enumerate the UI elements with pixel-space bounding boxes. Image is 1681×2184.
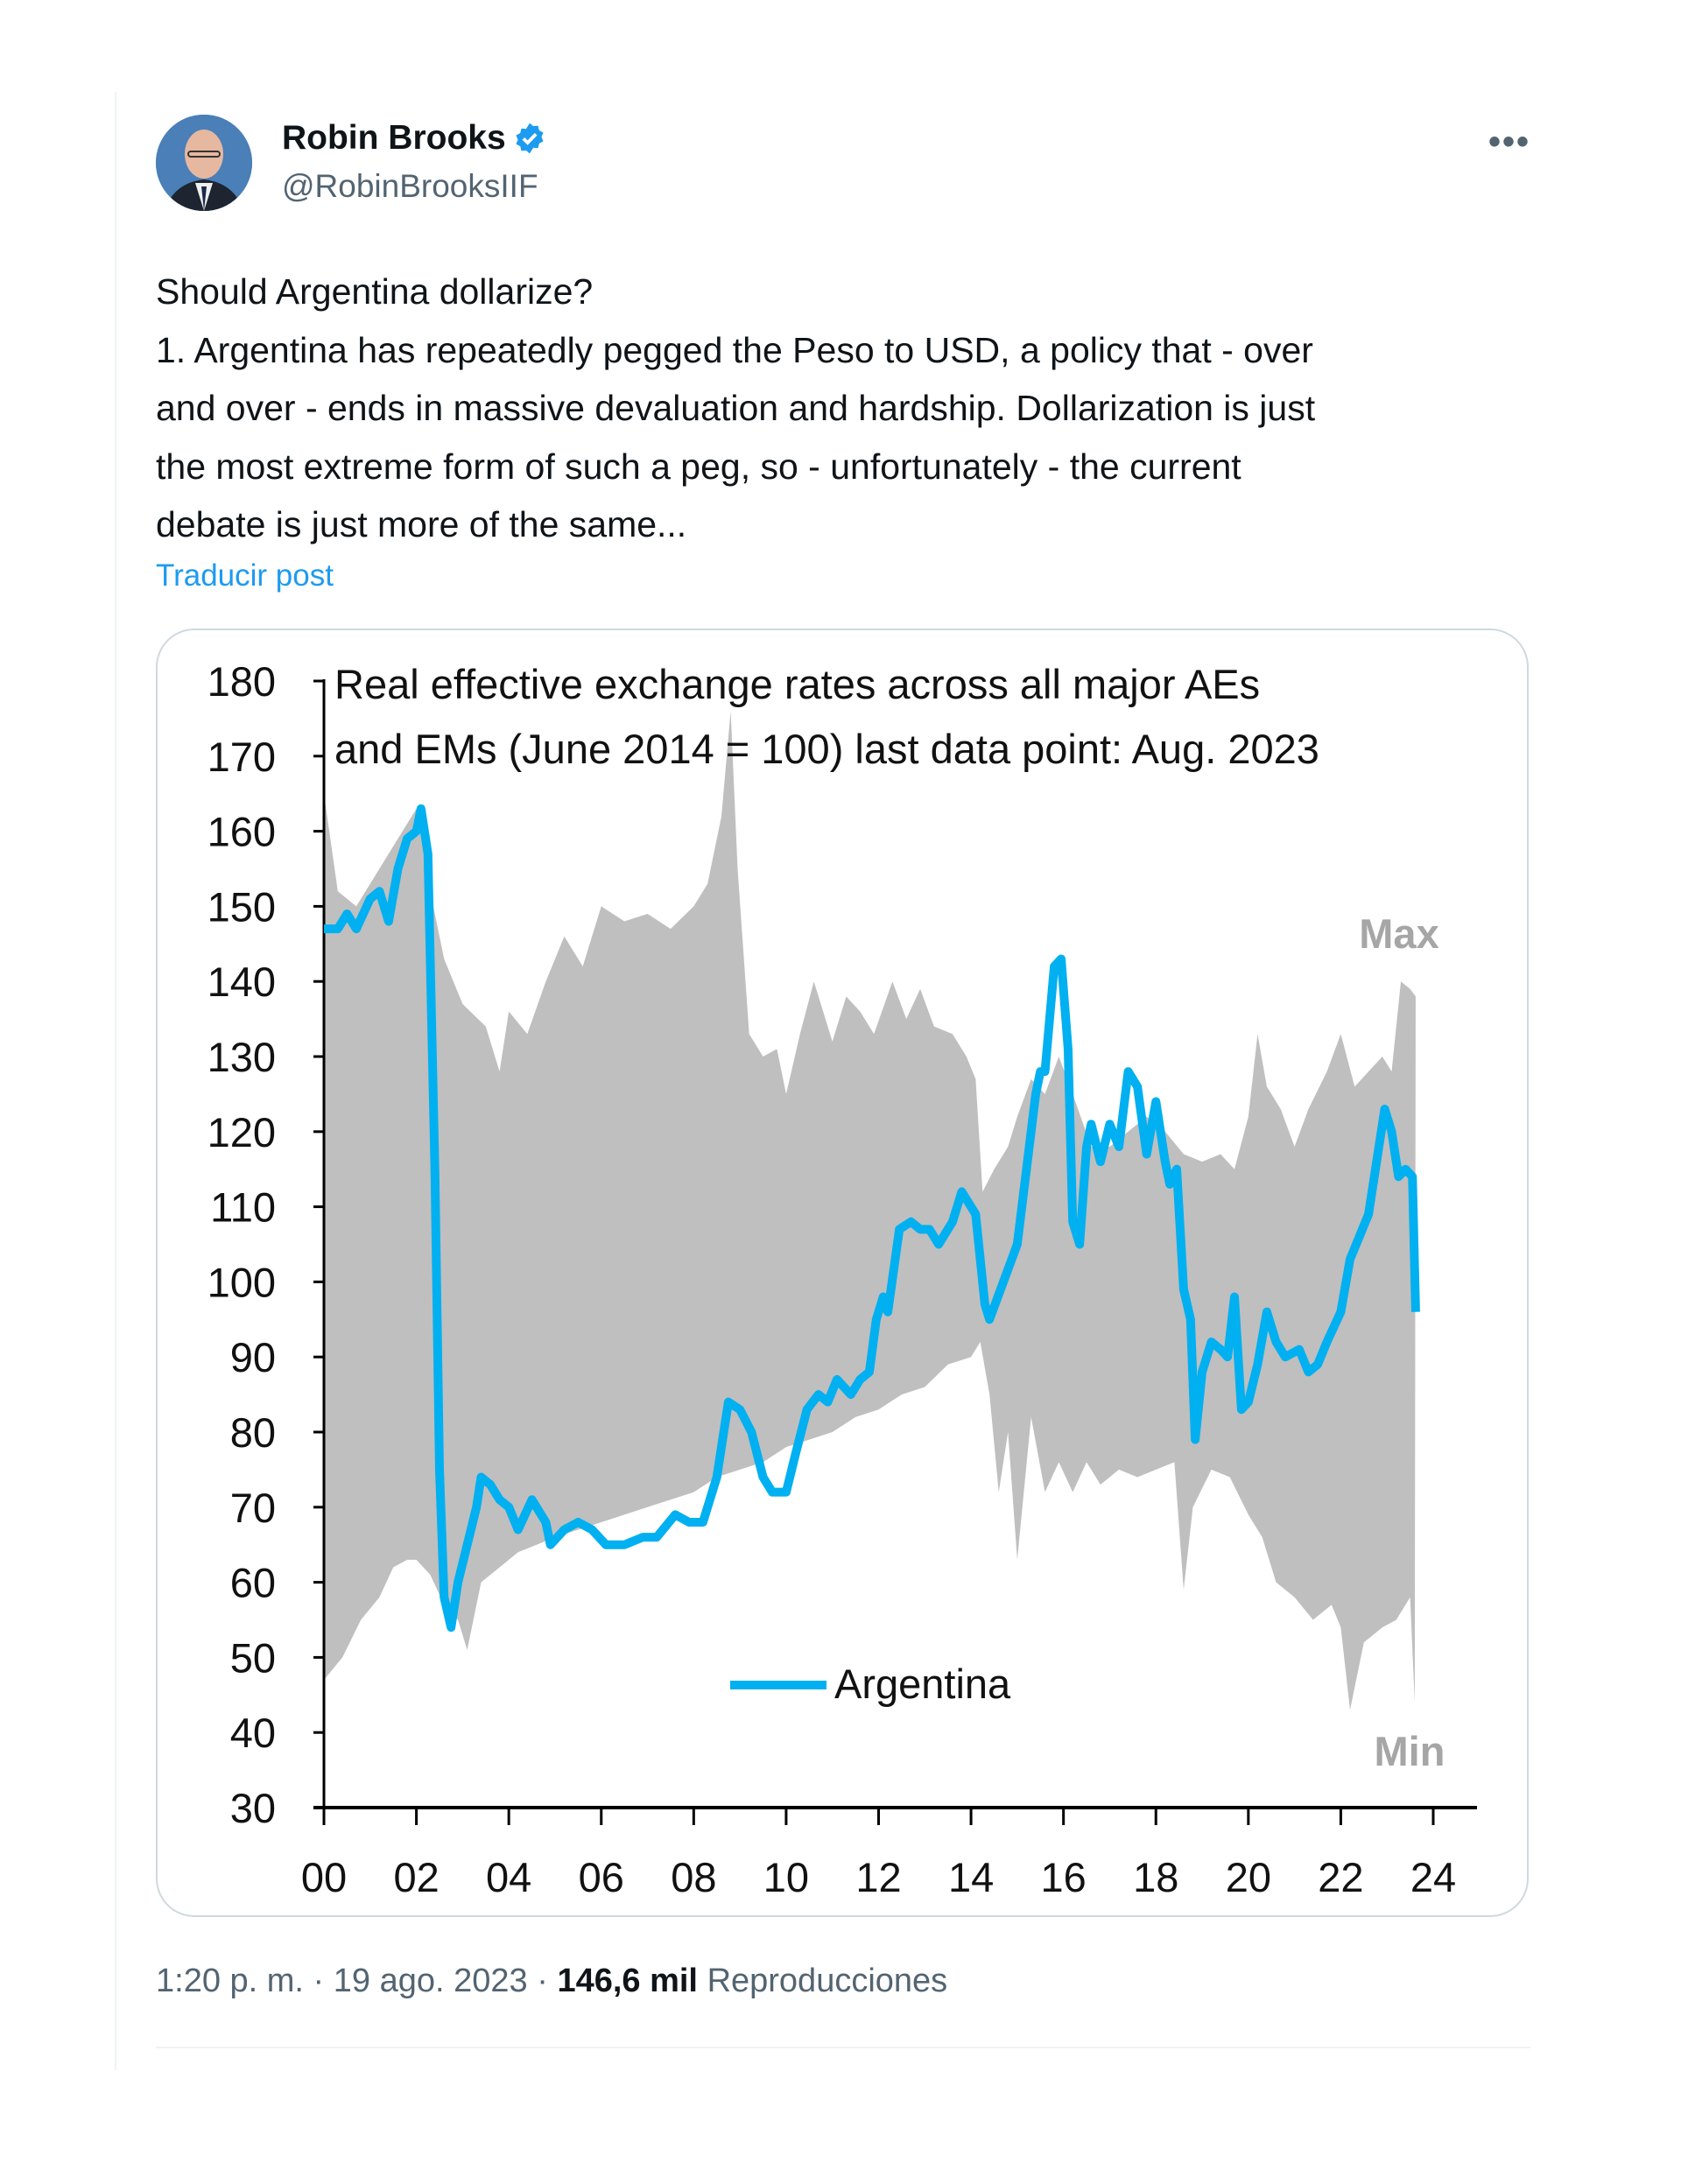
y-tick-label: 150	[207, 883, 276, 930]
tweet-meta: 1:20 p. m. · 19 ago. 2023 · 146,6 mil Re…	[156, 1963, 947, 2000]
x-tick-label: 10	[763, 1854, 809, 1900]
more-horizontal-icon[interactable]: •••	[1488, 123, 1531, 161]
avatar[interactable]	[156, 115, 252, 211]
y-tick-label: 50	[230, 1634, 276, 1681]
tweet-line: debate is just more of the same...	[156, 504, 687, 544]
x-tick-label: 18	[1133, 1854, 1178, 1900]
max-min-range-area	[324, 711, 1416, 1710]
x-tick-label: 06	[579, 1854, 624, 1900]
tweet-text: Should Argentina dollarize? 1. Argentina…	[156, 263, 1539, 554]
x-tick-label: 14	[948, 1854, 994, 1900]
y-tick-label: 70	[230, 1485, 276, 1531]
author-name-row[interactable]: Robin Brooks	[282, 119, 546, 158]
chart-title-line: Real effective exchange rates across all…	[334, 661, 1260, 707]
x-tick-label: 04	[486, 1854, 531, 1900]
y-tick-label: 120	[207, 1109, 276, 1155]
x-tick-label: 20	[1226, 1854, 1271, 1900]
x-tick-label: 24	[1410, 1854, 1456, 1900]
tweet-line: 1. Argentina has repeatedly pegged the P…	[156, 329, 1313, 370]
x-tick-label: 08	[671, 1854, 716, 1900]
tweet-time[interactable]: 1:20 p. m.	[156, 1963, 304, 1999]
y-tick-label: 60	[230, 1560, 276, 1606]
y-tick-label: 140	[207, 959, 276, 1005]
y-tick-label: 100	[207, 1259, 276, 1305]
tweet-date[interactable]: 19 ago. 2023	[333, 1963, 528, 1999]
y-tick-label: 180	[207, 658, 276, 705]
author-name[interactable]: Robin Brooks	[282, 119, 506, 157]
x-tick-label: 22	[1318, 1854, 1363, 1900]
separator: ·	[537, 1963, 548, 1999]
y-tick-label: 40	[230, 1710, 276, 1756]
view-count: 146,6 mil	[557, 1963, 698, 1999]
y-tick-label: 160	[207, 809, 276, 855]
translate-post-link[interactable]: Traducir post	[156, 558, 334, 593]
y-tick-label: 30	[230, 1785, 276, 1831]
y-tick-label: 170	[207, 734, 276, 780]
x-tick-label: 16	[1041, 1854, 1087, 1900]
separator: ·	[313, 1963, 325, 1999]
x-tick-label: 12	[855, 1854, 901, 1900]
legend-label: Argentina	[834, 1661, 1011, 1707]
divider	[156, 2047, 1530, 2048]
argentina-line	[324, 804, 1420, 1633]
x-tick-label: 02	[393, 1854, 439, 1900]
thread-line	[115, 92, 116, 2070]
tweet-line: and over - ends in massive devaluation a…	[156, 388, 1316, 428]
chart-title-line: and EMs (June 2014 = 100) last data poin…	[334, 726, 1319, 772]
tweet-line: Should Argentina dollarize?	[156, 271, 594, 312]
y-tick-label: 130	[207, 1034, 276, 1080]
min-annotation: Min	[1375, 1728, 1445, 1774]
views-label: Reproducciones	[707, 1963, 948, 1999]
y-tick-label: 110	[210, 1184, 276, 1231]
y-tick-label: 90	[230, 1334, 276, 1380]
x-tick-label: 00	[301, 1854, 347, 1900]
verified-badge-icon	[516, 123, 544, 154]
y-tick-label: 80	[230, 1409, 276, 1456]
author-handle[interactable]: @RobinBrooksIIF	[282, 168, 538, 204]
avatar-portrait-icon	[156, 115, 252, 211]
max-annotation: Max	[1359, 910, 1438, 957]
tweet-line: the most extreme form of such a peg, so …	[156, 446, 1241, 487]
